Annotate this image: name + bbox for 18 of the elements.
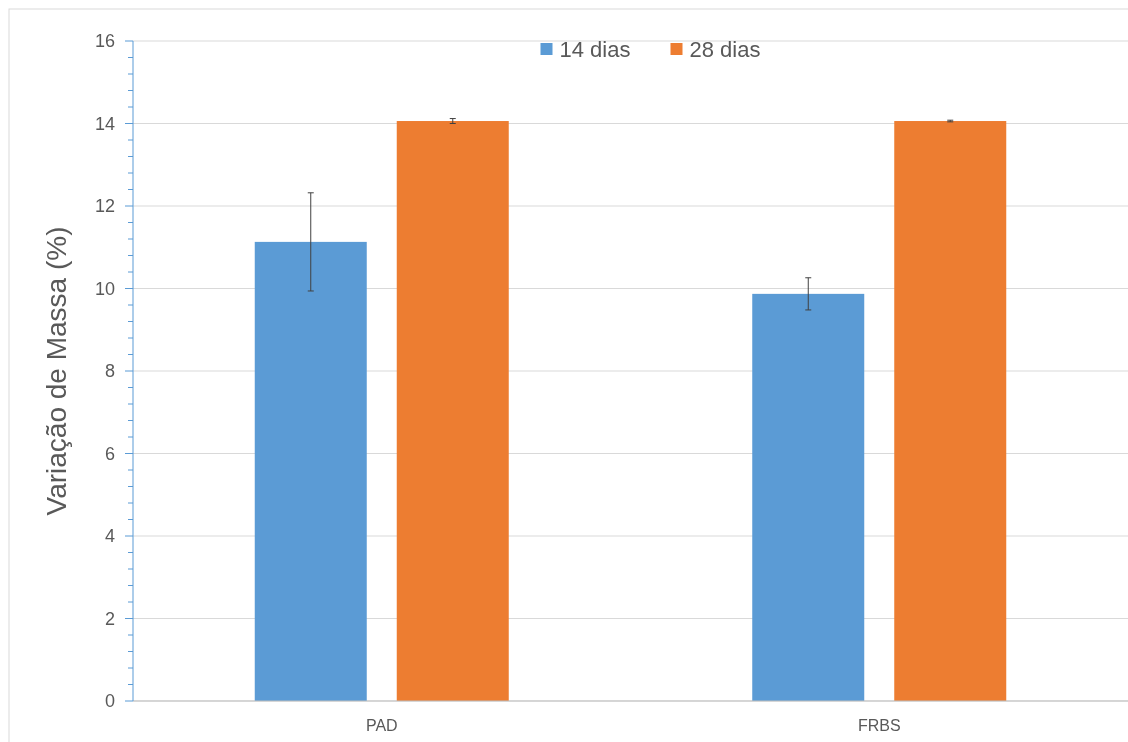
y-tick-label: 16 [94, 31, 115, 52]
legend-label: 14 dias [559, 36, 631, 62]
x-tick-label: PAD [365, 717, 398, 734]
y-tick-label: 8 [104, 361, 115, 382]
bar [396, 121, 509, 701]
y-tick-label: 0 [104, 691, 115, 712]
y-tick-label: 10 [94, 278, 115, 299]
legend-label: 28 dias [689, 36, 761, 62]
y-tick-label: 12 [94, 196, 115, 217]
y-tick-label: 4 [104, 526, 115, 547]
bar [894, 121, 1007, 701]
x-tick-label: FRBS [857, 717, 901, 734]
y-tick-label: 2 [104, 608, 115, 629]
bar [254, 241, 367, 701]
y-tick-label: 6 [104, 443, 115, 464]
y-tick-label: 14 [94, 113, 115, 134]
bar [752, 293, 865, 701]
y-axis-title: Variação de Massa (%) [41, 226, 72, 516]
